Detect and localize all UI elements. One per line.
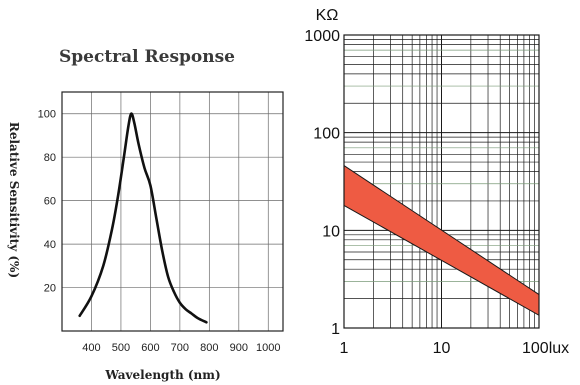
spectral-grid	[62, 92, 283, 331]
resistance-y-ticks: 1 10 100 1000	[304, 28, 340, 338]
x-tick-label: 400	[82, 342, 100, 354]
chart-title: Spectral Response	[59, 47, 235, 67]
y-tick-label: 60	[44, 196, 56, 208]
x-tick-label: 900	[230, 342, 248, 354]
spectral-response-chart: Spectral Response 20 40 60 80 100 400 500 600 7…	[7, 47, 284, 382]
y-tick-label: 80	[44, 152, 56, 164]
spectral-x-ticks: 400 500 600 700 800 900 1000	[82, 342, 280, 354]
spectral-y-ticks: 20 40 60 80 100	[38, 109, 56, 295]
x-axis-label: Wavelength (nm)	[104, 368, 220, 382]
y-tick-label: 10	[322, 223, 340, 240]
y-tick-label: 100	[38, 109, 56, 121]
x-tick-label: 500	[112, 342, 130, 354]
resistance-x-ticks: 1 10 100lux	[340, 340, 570, 357]
x-tick-label: 800	[200, 342, 218, 354]
y-axis-label: Relative Sensitivity (%)	[7, 122, 21, 278]
y-tick-label: 40	[44, 239, 56, 251]
spectral-plot-frame	[61, 91, 284, 332]
x-tick-label: 700	[171, 342, 189, 354]
x-tick-label: 600	[141, 342, 159, 354]
sensitivity-curve	[78, 112, 208, 324]
x-tick-label: 1000	[256, 342, 280, 354]
y-tick-label: 1000	[304, 28, 340, 45]
x-tick-label: 1	[340, 340, 349, 357]
y-tick-label: 1	[331, 321, 340, 338]
unit-label: KΩ	[316, 7, 339, 24]
resistance-lux-chart: 1 10 100 1000 1 10 100lux KΩ	[304, 7, 569, 357]
y-tick-label: 20	[44, 283, 56, 295]
x-tick-label: 100lux	[522, 340, 569, 357]
resistance-plot-frame	[343, 34, 540, 329]
y-tick-label: 100	[313, 126, 340, 143]
x-tick-label: 10	[433, 340, 451, 357]
